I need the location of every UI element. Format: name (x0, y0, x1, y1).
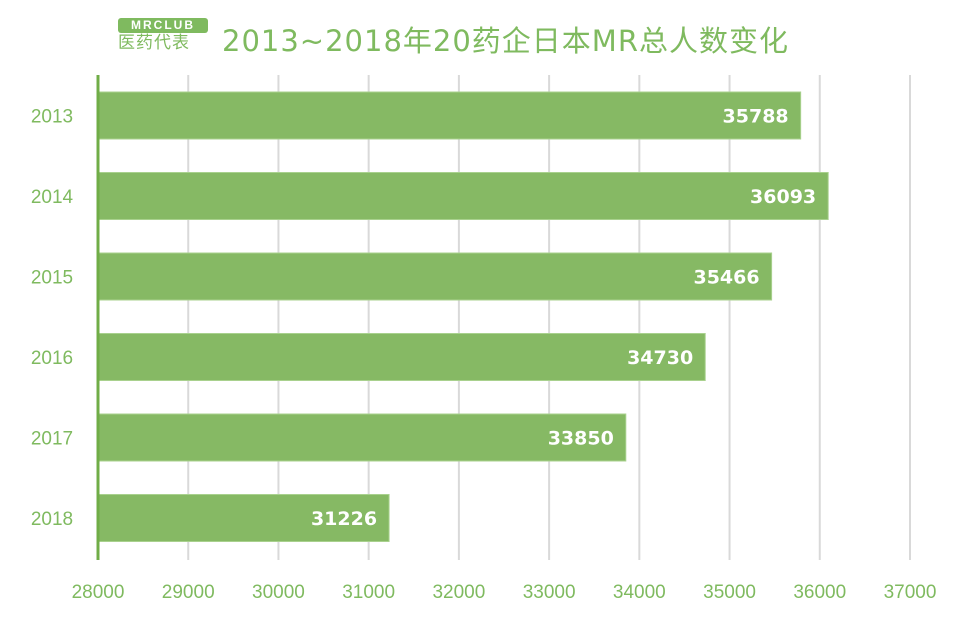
x-tick-label: 30000 (252, 582, 305, 603)
y-tick-label: 2015 (31, 268, 73, 289)
y-tick-label: 2014 (31, 187, 74, 208)
y-tick-label: 2016 (31, 348, 73, 369)
data-label: 36093 (750, 186, 816, 208)
logo-text-bottom: 医药代表 (118, 33, 190, 53)
x-tick-label: 36000 (793, 582, 846, 603)
data-label: 35788 (723, 106, 789, 128)
bar (97, 252, 773, 301)
y-tick-label: 2013 (31, 107, 73, 128)
bar (97, 413, 627, 462)
x-tick-label: 28000 (72, 582, 125, 603)
x-tick-label: 35000 (703, 582, 756, 603)
data-label: 34730 (627, 347, 693, 369)
data-label: 31226 (311, 508, 377, 530)
data-label: 33850 (548, 428, 614, 450)
data-label: 35466 (693, 267, 759, 289)
y-tick-label: 2017 (31, 429, 73, 450)
x-tick-label: 31000 (342, 582, 395, 603)
bar (97, 333, 706, 381)
x-tick-label: 37000 (884, 582, 937, 603)
x-tick-label: 32000 (432, 582, 485, 603)
bar (97, 91, 802, 140)
chart-title: 2013~2018年20药企日本MR总人数变化 (222, 24, 789, 58)
x-tick-label: 34000 (613, 582, 666, 603)
x-tick-label: 29000 (162, 582, 215, 603)
y-tick-label: 2018 (31, 509, 73, 530)
logo-text-top: MRCLUB (118, 18, 208, 33)
x-tick-label: 33000 (523, 582, 576, 603)
mrclub-logo: MRCLUB 医药代表 (118, 18, 208, 53)
bar (97, 172, 829, 220)
